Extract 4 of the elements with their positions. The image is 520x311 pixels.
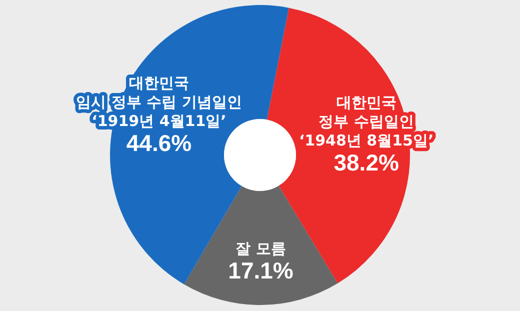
data-label: 38.2%: [334, 150, 399, 176]
data-label: 44.6%: [126, 130, 192, 156]
data-label: 17.1%: [228, 257, 294, 284]
slice-label: 잘 모름: [236, 239, 286, 258]
